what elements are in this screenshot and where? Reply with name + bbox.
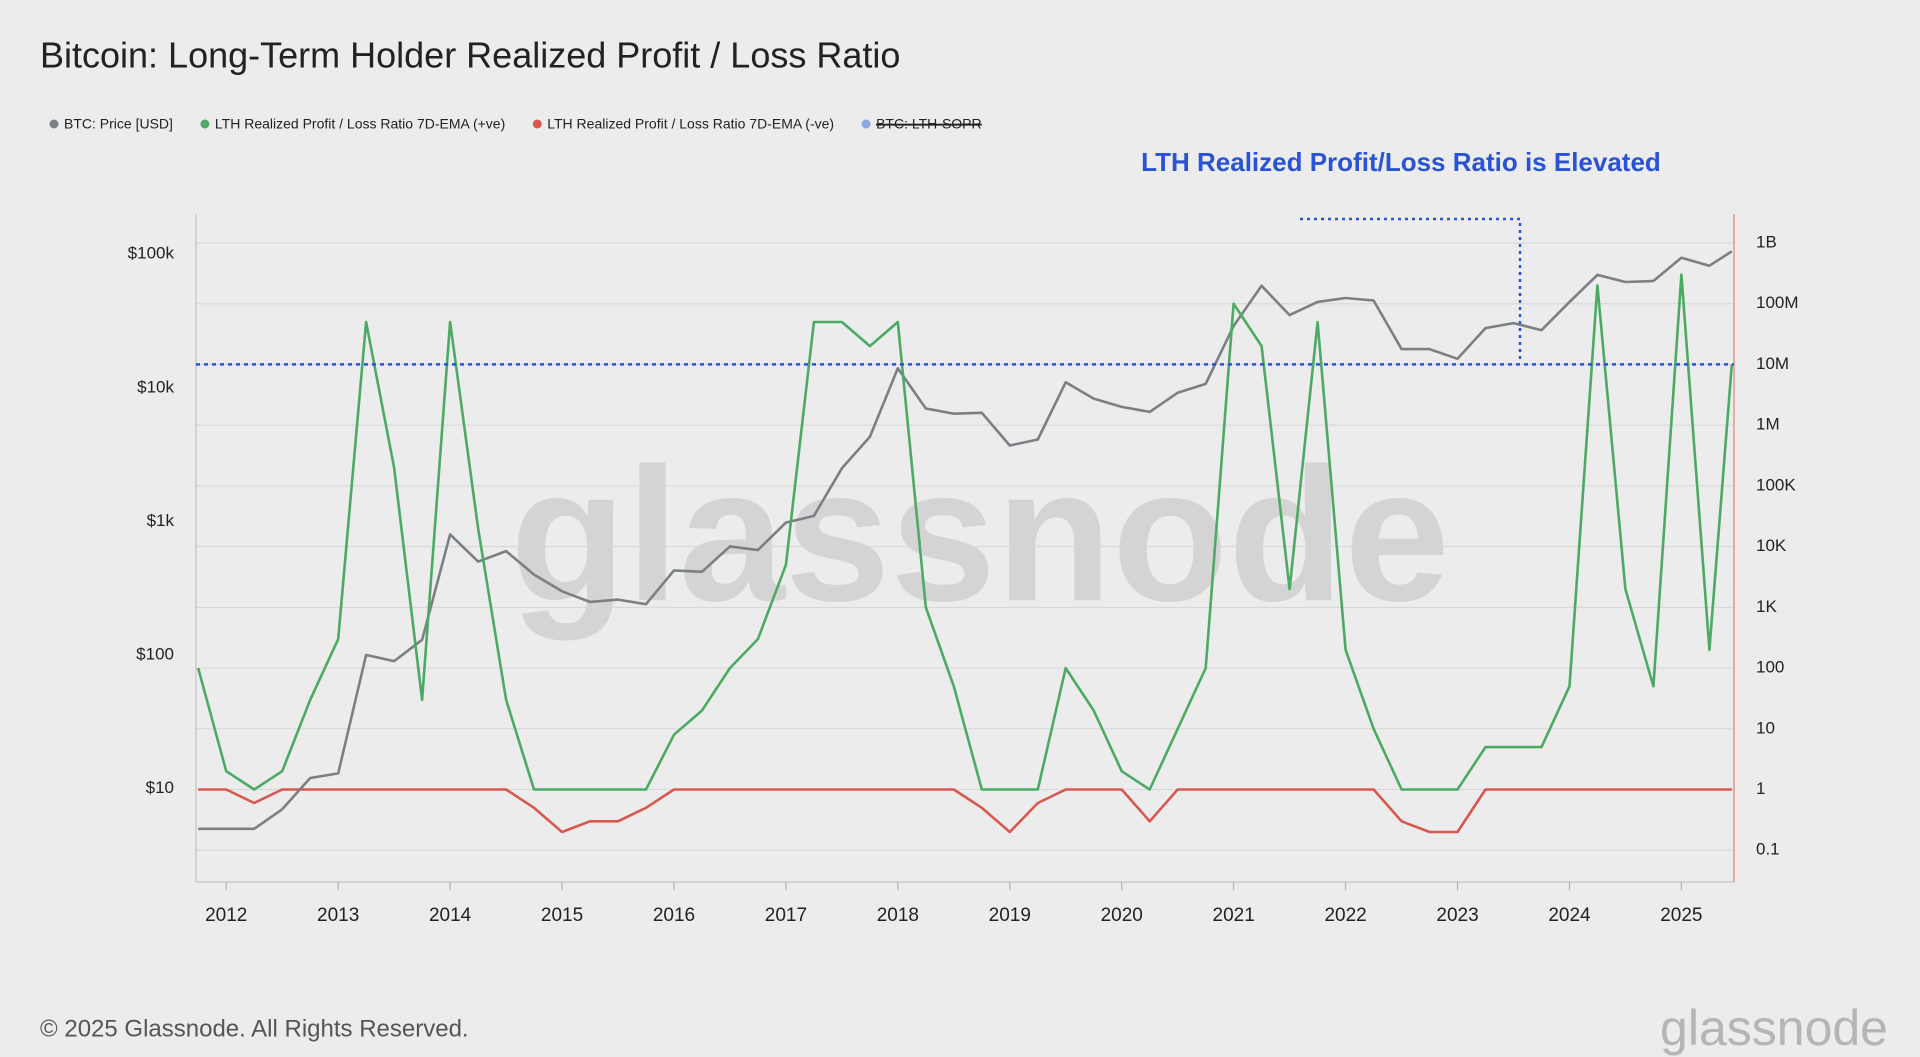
series-line bbox=[196, 273, 1734, 791]
y2-tick-label: 1 bbox=[1756, 779, 1765, 798]
y2-tick-label: 100M bbox=[1756, 293, 1799, 312]
y2-tick-label: 1K bbox=[1756, 597, 1777, 616]
y2-tick-label: 1B bbox=[1756, 232, 1777, 251]
x-tick-label: 2023 bbox=[1436, 905, 1478, 926]
y2-tick-label: 0.1 bbox=[1756, 840, 1780, 859]
x-tick-label: 2020 bbox=[1101, 905, 1143, 926]
legend-label: BTC: LTH-SOPR bbox=[876, 116, 982, 132]
series-line bbox=[198, 250, 1733, 831]
x-tick-label: 2016 bbox=[653, 905, 695, 926]
y2-tick-label: 100 bbox=[1756, 658, 1784, 677]
y-tick-label: $100k bbox=[128, 244, 175, 263]
x-tick-label: 2025 bbox=[1660, 905, 1702, 926]
x-tick-label: 2022 bbox=[1324, 905, 1366, 926]
x-tick-label: 2013 bbox=[317, 905, 359, 926]
legend-label: LTH Realized Profit / Loss Ratio 7D-EMA … bbox=[547, 116, 834, 132]
legend-label: LTH Realized Profit / Loss Ratio 7D-EMA … bbox=[215, 116, 505, 132]
annotation-bracket bbox=[1300, 217, 1522, 363]
y2-tick-label: 1M bbox=[1756, 415, 1780, 434]
chart-title: Bitcoin: Long-Term Holder Realized Profi… bbox=[40, 35, 900, 76]
y-tick-label: $10k bbox=[137, 377, 174, 396]
y2-tick-label: 10K bbox=[1756, 536, 1787, 555]
y2-tick-label: 100K bbox=[1756, 475, 1796, 494]
legend-label: BTC: Price [USD] bbox=[64, 116, 173, 132]
y-tick-label: $10 bbox=[146, 778, 174, 797]
legend-marker bbox=[49, 119, 59, 129]
annotation-text: LTH Realized Profit/Loss Ratio is Elevat… bbox=[1141, 147, 1661, 177]
legend-marker bbox=[532, 119, 542, 129]
y2-tick-label: 10 bbox=[1756, 718, 1775, 737]
x-tick-label: 2021 bbox=[1213, 905, 1255, 926]
watermark: glassnode bbox=[510, 429, 1450, 641]
x-tick-label: 2019 bbox=[989, 905, 1031, 926]
logo: glassnode bbox=[1660, 1000, 1888, 1056]
y2-tick-label: 10M bbox=[1756, 354, 1789, 373]
y-tick-label: $100 bbox=[136, 645, 174, 664]
legend-marker bbox=[200, 119, 210, 129]
legend-marker bbox=[861, 119, 871, 129]
x-tick-label: 2015 bbox=[541, 905, 583, 926]
annotation: LTH Realized Profit/Loss Ratio is Elevat… bbox=[1141, 147, 1661, 363]
y-tick-label: $1k bbox=[147, 511, 175, 530]
x-tick-label: 2018 bbox=[877, 905, 919, 926]
series-line bbox=[198, 788, 1732, 834]
x-tick-label: 2024 bbox=[1548, 905, 1591, 926]
footer: © 2025 Glassnode. All Rights Reserved. bbox=[40, 1015, 469, 1042]
x-tick-label: 2012 bbox=[205, 905, 247, 926]
x-tick-label: 2014 bbox=[429, 905, 472, 926]
x-tick-label: 2017 bbox=[765, 905, 807, 926]
